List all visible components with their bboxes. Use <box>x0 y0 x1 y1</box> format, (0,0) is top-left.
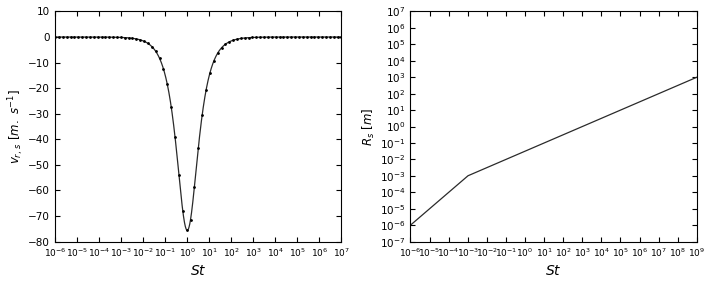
Y-axis label: $R_s\ [m]$: $R_s\ [m]$ <box>361 107 378 146</box>
X-axis label: $St$: $St$ <box>190 264 207 278</box>
Y-axis label: $v_{r,\,s}\ [m.\ s^{-1}]$: $v_{r,\,s}\ [m.\ s^{-1}]$ <box>6 89 26 164</box>
X-axis label: $St$: $St$ <box>545 264 562 278</box>
